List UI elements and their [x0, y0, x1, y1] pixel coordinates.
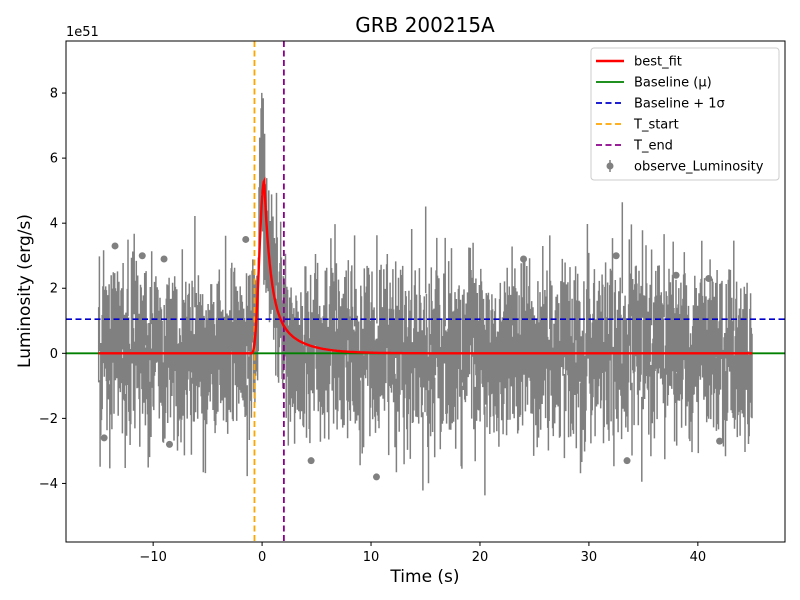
data-point [165, 440, 173, 448]
legend-label: T_start [633, 118, 679, 133]
x-tick-label: 30 [581, 550, 598, 565]
observe-luminosity-series [97, 92, 753, 496]
data-point [138, 252, 146, 260]
data-point [100, 434, 108, 442]
data-point [160, 255, 168, 263]
plot-frame [65, 40, 786, 543]
legend: best_fit Baseline (μ) Baseline + 1σ T_start… [590, 47, 780, 181]
data-point [111, 242, 119, 250]
chart-title: GRB 200215A [355, 13, 495, 37]
legend-label: best_fit [634, 55, 682, 70]
x-tick-label: 20 [472, 550, 489, 565]
y-axis: −4 −2 0 2 4 6 8 [39, 87, 66, 492]
x-tick-label: 40 [690, 550, 707, 565]
y-axis-title: Luminosity (erg/s) [15, 214, 35, 368]
data-point [242, 235, 250, 243]
legend-item: T_end [596, 139, 673, 154]
legend-marker [606, 162, 614, 170]
legend-item: observe_Luminosity [606, 160, 764, 175]
legend-item: Baseline + 1σ [596, 97, 725, 112]
legend-item: T_start [596, 118, 679, 133]
legend-label: T_end [633, 139, 673, 154]
data-point [307, 457, 315, 465]
data-point [623, 457, 631, 465]
y-tick-label: −4 [39, 477, 58, 492]
legend-label: observe_Luminosity [634, 160, 764, 175]
y-tick-label: 8 [50, 87, 58, 102]
legend-box [590, 47, 780, 181]
data-point [705, 274, 713, 282]
legend-item: best_fit [596, 55, 682, 70]
best-fit-curve [98, 176, 753, 355]
y-offset-label: 1e51 [66, 25, 99, 40]
x-tick-label: −10 [139, 550, 166, 565]
legend-label: Baseline (μ) [634, 76, 712, 91]
data-point [612, 252, 620, 260]
legend-label: Baseline + 1σ [634, 97, 725, 112]
plot-area [66, 41, 785, 542]
x-axis-title: Time (s) [389, 567, 459, 587]
error-bars [97, 92, 753, 496]
y-tick-label: 0 [50, 347, 58, 362]
y-tick-label: 6 [50, 152, 58, 167]
x-tick-label: 0 [258, 550, 266, 565]
data-point [716, 437, 724, 445]
x-axis: −10 0 10 20 30 40 [139, 542, 706, 565]
y-tick-label: −2 [39, 412, 58, 427]
data-point [520, 255, 528, 263]
data-point [672, 271, 680, 279]
y-tick-label: 2 [50, 282, 58, 297]
data-point [372, 473, 380, 481]
y-tick-label: 4 [50, 217, 58, 232]
x-tick-label: 10 [363, 550, 380, 565]
legend-item: Baseline (μ) [596, 76, 712, 91]
